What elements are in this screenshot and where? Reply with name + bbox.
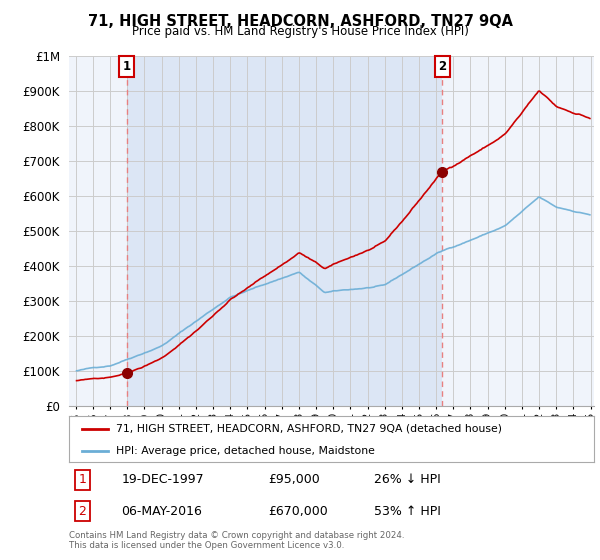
Text: £670,000: £670,000 xyxy=(269,505,328,518)
Text: 2: 2 xyxy=(78,505,86,518)
Text: 06-MAY-2016: 06-MAY-2016 xyxy=(121,505,202,518)
Text: 71, HIGH STREET, HEADCORN, ASHFORD, TN27 9QA: 71, HIGH STREET, HEADCORN, ASHFORD, TN27… xyxy=(88,14,512,29)
Text: Price paid vs. HM Land Registry's House Price Index (HPI): Price paid vs. HM Land Registry's House … xyxy=(131,25,469,38)
Text: 2: 2 xyxy=(438,60,446,73)
Text: Contains HM Land Registry data © Crown copyright and database right 2024.
This d: Contains HM Land Registry data © Crown c… xyxy=(69,531,404,550)
Text: 26% ↓ HPI: 26% ↓ HPI xyxy=(373,473,440,487)
Text: HPI: Average price, detached house, Maidstone: HPI: Average price, detached house, Maid… xyxy=(116,446,375,455)
Bar xyxy=(127,56,442,406)
Text: 1: 1 xyxy=(78,473,86,487)
Text: 53% ↑ HPI: 53% ↑ HPI xyxy=(373,505,440,518)
Text: 71, HIGH STREET, HEADCORN, ASHFORD, TN27 9QA (detached house): 71, HIGH STREET, HEADCORN, ASHFORD, TN27… xyxy=(116,424,502,434)
Text: 1: 1 xyxy=(123,60,131,73)
Text: 19-DEC-1997: 19-DEC-1997 xyxy=(121,473,204,487)
Text: £95,000: £95,000 xyxy=(269,473,320,487)
